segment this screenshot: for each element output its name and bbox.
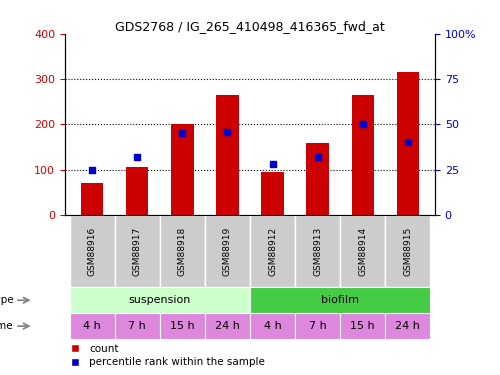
Bar	[114, 215, 160, 287]
Text: 7 h: 7 h	[128, 321, 146, 331]
Text: GSM88914: GSM88914	[358, 226, 368, 276]
Point	[404, 140, 412, 146]
Bar	[205, 313, 250, 339]
Bar	[160, 215, 205, 287]
Text: GSM88918: GSM88918	[178, 226, 187, 276]
Bar	[295, 313, 340, 339]
Bar	[70, 313, 114, 339]
Bar	[126, 167, 148, 215]
Bar	[295, 215, 340, 287]
Bar	[70, 287, 250, 313]
Text: 15 h: 15 h	[170, 321, 194, 331]
Point	[133, 154, 141, 160]
Text: GSM88913: GSM88913	[313, 226, 322, 276]
Point	[359, 121, 367, 127]
Bar	[340, 313, 386, 339]
Point	[224, 129, 232, 135]
Bar	[250, 287, 430, 313]
Bar	[114, 313, 160, 339]
Bar	[396, 72, 419, 215]
Text: 4 h: 4 h	[83, 321, 101, 331]
Text: 24 h: 24 h	[396, 321, 420, 331]
Point	[178, 130, 186, 136]
Point	[88, 166, 96, 172]
Point	[268, 161, 276, 167]
Bar	[81, 183, 104, 215]
Bar	[250, 313, 295, 339]
Bar	[171, 124, 194, 215]
Title: GDS2768 / IG_265_410498_416365_fwd_at: GDS2768 / IG_265_410498_416365_fwd_at	[115, 20, 385, 33]
Text: GSM88912: GSM88912	[268, 226, 277, 276]
Text: 4 h: 4 h	[264, 321, 281, 331]
Bar	[70, 215, 114, 287]
Bar	[386, 313, 430, 339]
Text: cell type: cell type	[0, 295, 13, 305]
Bar	[306, 143, 329, 215]
Text: 24 h: 24 h	[215, 321, 240, 331]
Legend: count, percentile rank within the sample: count, percentile rank within the sample	[70, 344, 265, 368]
Text: biofilm: biofilm	[321, 295, 359, 305]
Bar	[250, 215, 295, 287]
Text: GSM88917: GSM88917	[132, 226, 141, 276]
Bar	[352, 95, 374, 215]
Text: suspension: suspension	[128, 295, 191, 305]
Bar	[340, 215, 386, 287]
Text: GSM88915: GSM88915	[404, 226, 412, 276]
Bar	[386, 215, 430, 287]
Text: GSM88916: GSM88916	[88, 226, 96, 276]
Bar	[262, 172, 284, 215]
Point	[314, 154, 322, 160]
Bar	[216, 95, 238, 215]
Bar	[205, 215, 250, 287]
Text: 7 h: 7 h	[309, 321, 326, 331]
Text: 15 h: 15 h	[350, 321, 375, 331]
Text: GSM88919: GSM88919	[223, 226, 232, 276]
Text: time: time	[0, 321, 13, 331]
Bar	[160, 313, 205, 339]
